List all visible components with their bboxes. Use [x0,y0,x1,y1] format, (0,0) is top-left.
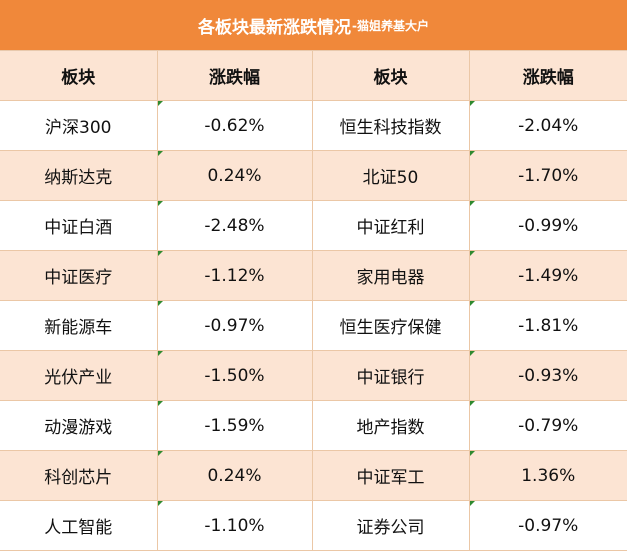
change-value: -0.62% [204,115,265,136]
sector-name-cell: 动漫游戏 [0,400,158,451]
title-bar: 各板块最新涨跌情况 -猫姐养基大户 [0,0,627,51]
table-row: 科创芯片 0.24% 中证军工 1.36% [0,450,627,501]
cell-marker-icon [157,301,163,306]
change-cell: -2.04% [469,100,627,151]
change-cell: 1.36% [469,450,627,501]
header-change-right: 涨跌幅 [469,51,627,101]
change-cell: -2.48% [157,200,313,251]
change-value: -2.04% [518,115,579,136]
change-value: -0.79% [518,415,579,436]
change-value: -0.97% [204,315,265,336]
change-value: -0.99% [518,215,579,236]
change-value: -1.12% [204,265,265,286]
change-value: 0.24% [207,465,262,486]
cell-marker-icon [157,501,163,506]
table-row: 中证医疗 -1.12% 家用电器 -1.49% [0,250,627,301]
change-cell: -1.81% [469,300,627,351]
cell-marker-icon [469,101,475,106]
header-sector-right: 板块 [312,51,470,101]
change-cell: 0.24% [157,150,313,201]
sector-name-cell: 地产指数 [312,400,470,451]
table-row: 人工智能 -1.10% 证券公司 -0.97% [0,500,627,551]
cell-marker-icon [469,201,475,206]
sector-name-cell: 沪深300 [0,100,158,151]
change-cell: -0.79% [469,400,627,451]
cell-marker-icon [469,401,475,406]
change-cell: -1.10% [157,500,313,551]
sector-name-cell: 新能源车 [0,300,158,351]
sector-name-cell: 证券公司 [312,500,470,551]
cell-marker-icon [157,401,163,406]
header-change-left: 涨跌幅 [157,51,313,101]
change-value: -1.59% [204,415,265,436]
sector-name-cell: 中证医疗 [0,250,158,301]
change-value: 1.36% [521,465,576,486]
cell-marker-icon [157,101,163,106]
change-value: -0.97% [518,515,579,536]
sector-name-cell: 光伏产业 [0,350,158,401]
change-value: 0.24% [207,165,262,186]
cell-marker-icon [157,351,163,356]
change-cell: -1.70% [469,150,627,201]
page-title: 各板块最新涨跌情况 [198,17,351,38]
change-cell: 0.24% [157,450,313,501]
change-cell: -0.99% [469,200,627,251]
cell-marker-icon [157,201,163,206]
change-value: -1.49% [518,265,579,286]
sector-name-cell: 中证银行 [312,350,470,401]
sector-table: 板块 涨跌幅 板块 涨跌幅 沪深300 -0.62% 恒生科技指数 -2.04%… [0,51,627,551]
change-value: -1.81% [518,315,579,336]
sector-name-cell: 恒生医疗保健 [312,300,470,351]
table-row: 新能源车 -0.97% 恒生医疗保健 -1.81% [0,300,627,351]
cell-marker-icon [157,151,163,156]
sector-name-cell: 恒生科技指数 [312,100,470,151]
table-row: 纳斯达克 0.24% 北证50 -1.70% [0,150,627,201]
page-subtitle: -猫姐养基大户 [352,18,429,33]
cell-marker-icon [157,251,163,256]
table-row: 动漫游戏 -1.59% 地产指数 -0.79% [0,400,627,451]
change-value: -1.50% [204,365,265,386]
table-row: 光伏产业 -1.50% 中证银行 -0.93% [0,350,627,401]
sector-name-cell: 家用电器 [312,250,470,301]
change-cell: -0.93% [469,350,627,401]
cell-marker-icon [469,251,475,256]
cell-marker-icon [469,501,475,506]
change-value: -0.93% [518,365,579,386]
change-cell: -1.12% [157,250,313,301]
change-cell: -0.62% [157,100,313,151]
header-sector-left: 板块 [0,51,158,101]
change-value: -1.10% [204,515,265,536]
cell-marker-icon [469,151,475,156]
table-row: 中证白酒 -2.48% 中证红利 -0.99% [0,200,627,251]
cell-marker-icon [469,301,475,306]
cell-marker-icon [157,451,163,456]
sector-name-cell: 人工智能 [0,500,158,551]
cell-marker-icon [469,351,475,356]
sector-name-cell: 纳斯达克 [0,150,158,201]
table-row: 沪深300 -0.62% 恒生科技指数 -2.04% [0,100,627,151]
sector-name-cell: 北证50 [312,150,470,201]
header-row: 板块 涨跌幅 板块 涨跌幅 [0,51,627,101]
change-value: -2.48% [204,215,265,236]
sector-name-cell: 中证白酒 [0,200,158,251]
sector-name-cell: 科创芯片 [0,450,158,501]
sector-name-cell: 中证军工 [312,450,470,501]
change-cell: -0.97% [157,300,313,351]
change-cell: -1.50% [157,350,313,401]
change-value: -1.70% [518,165,579,186]
change-cell: -0.97% [469,500,627,551]
change-cell: -1.49% [469,250,627,301]
sector-name-cell: 中证红利 [312,200,470,251]
cell-marker-icon [469,451,475,456]
change-cell: -1.59% [157,400,313,451]
